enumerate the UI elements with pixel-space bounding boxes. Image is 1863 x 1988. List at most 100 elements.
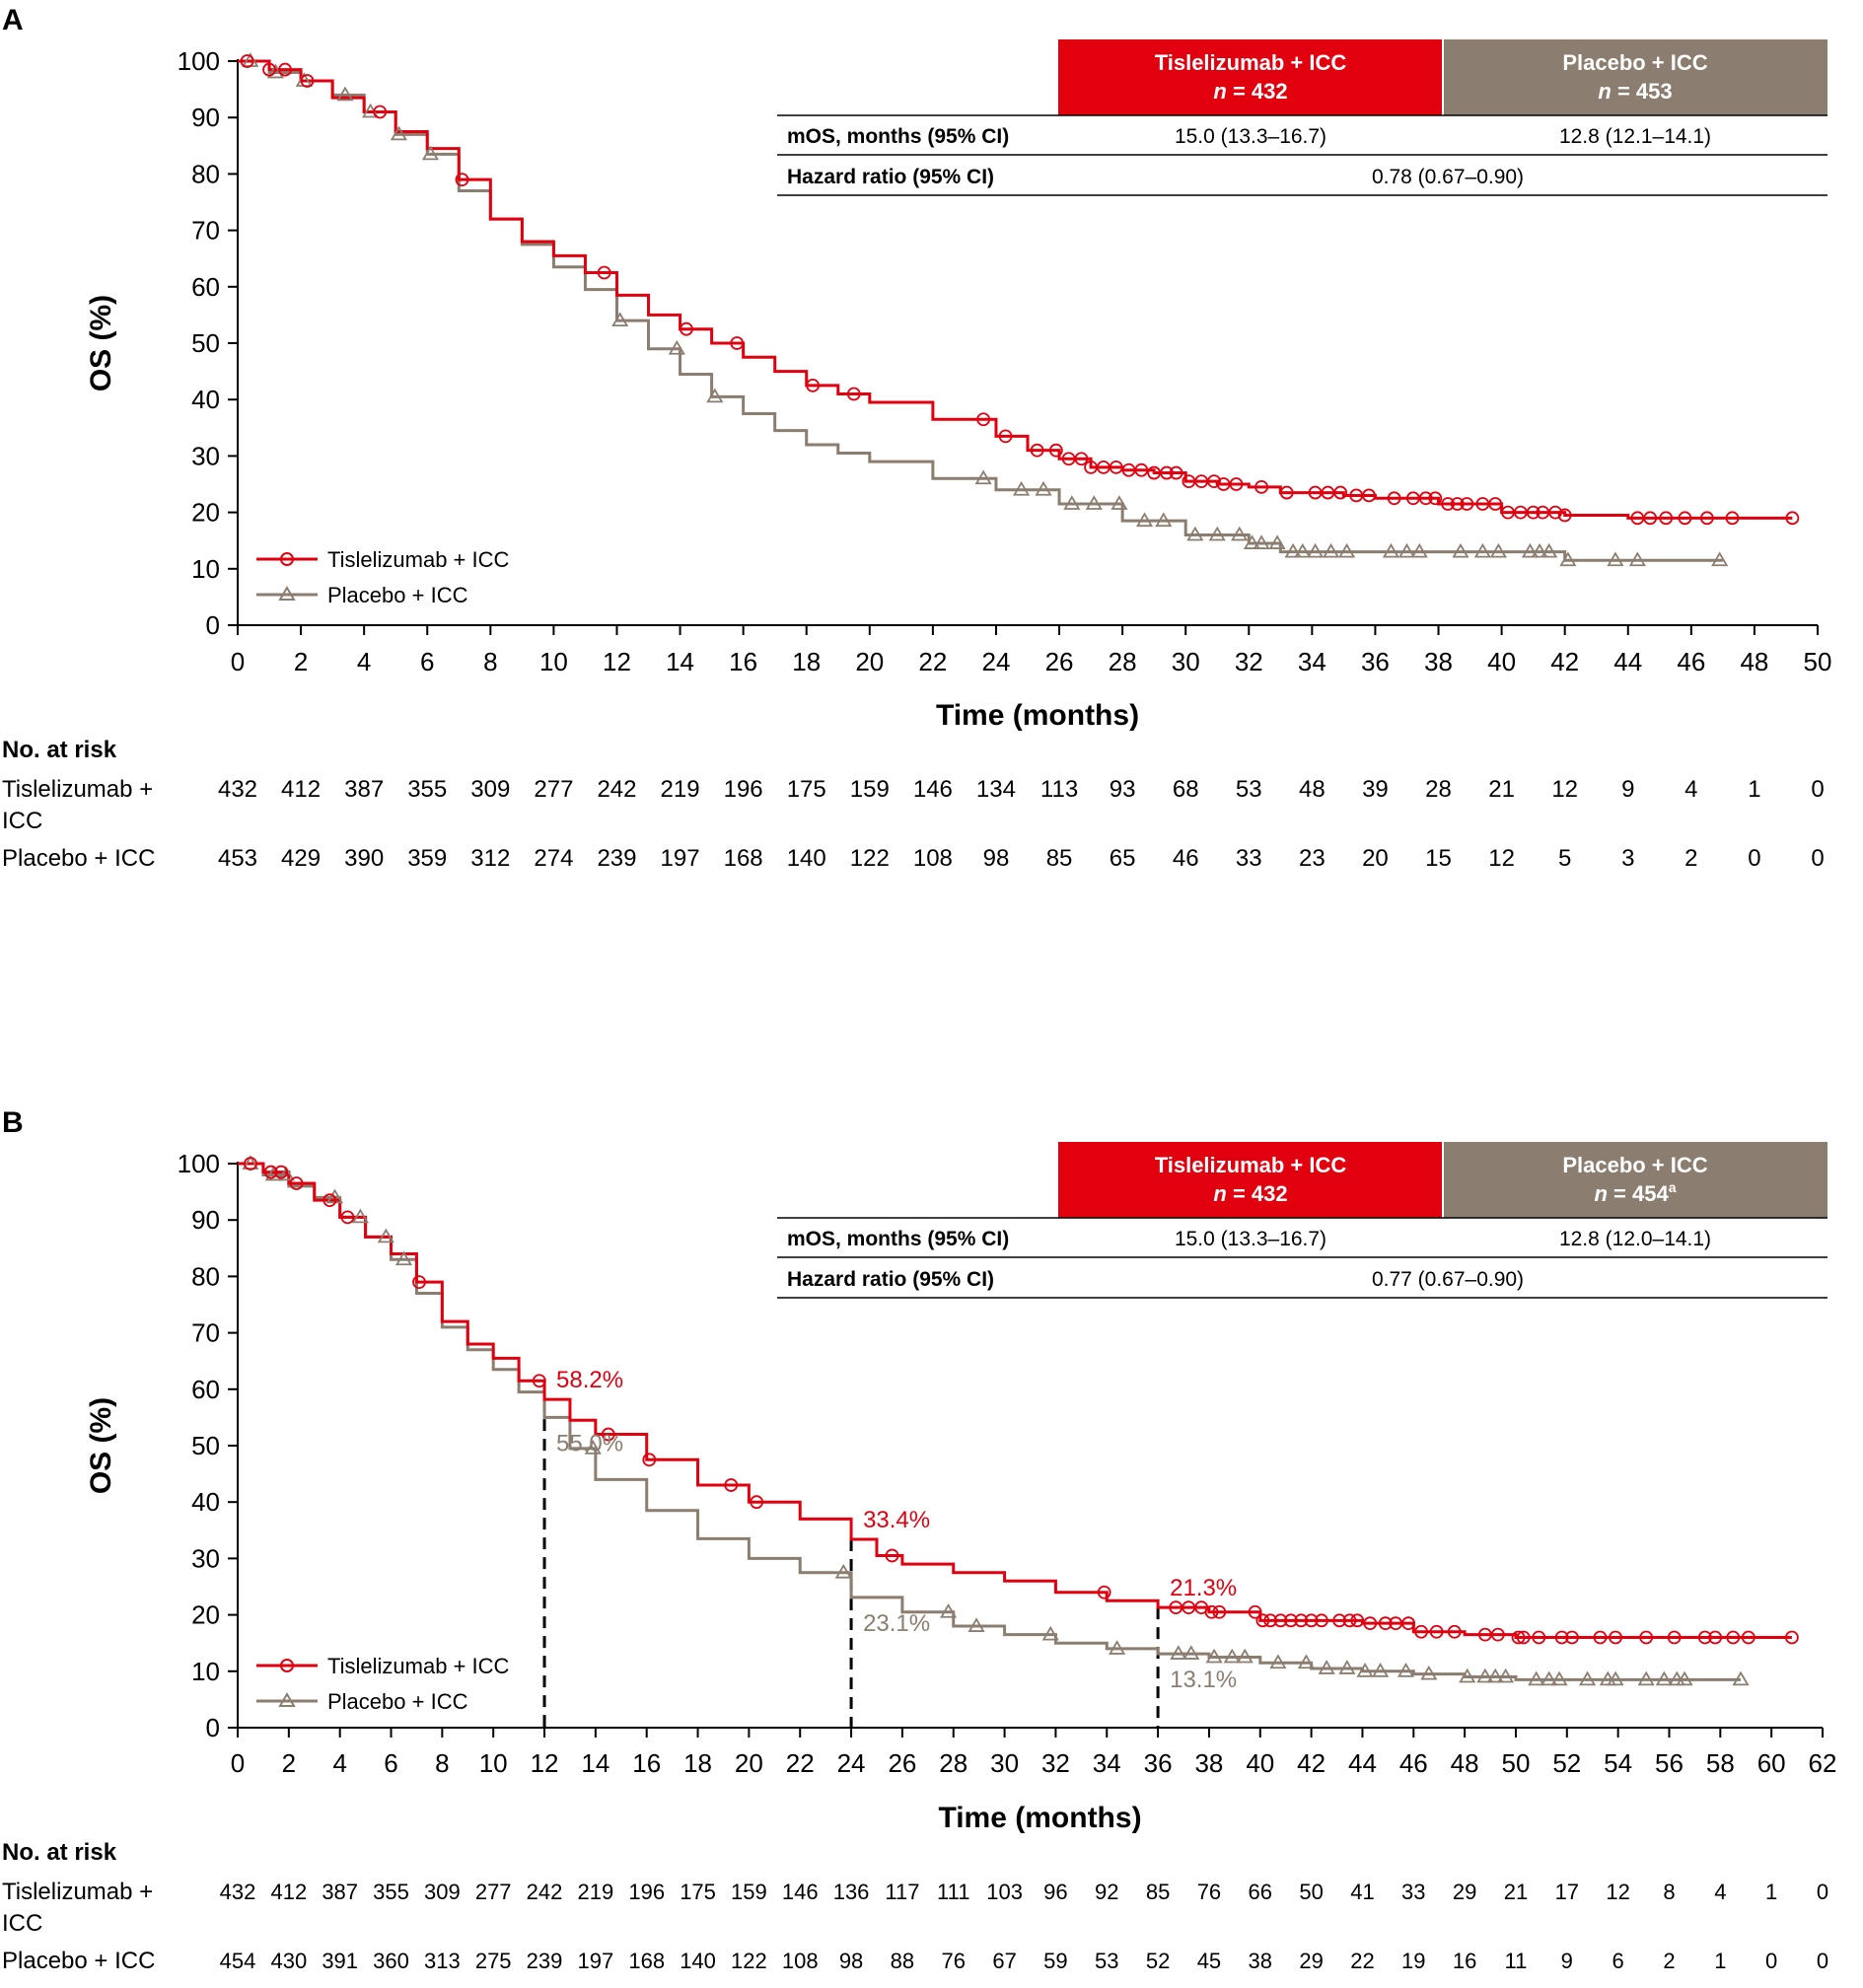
x-tick-label: 34: [1093, 1748, 1121, 1778]
risk-pla-count: 53: [1095, 1949, 1118, 1973]
placebo-censor-marker: [1111, 495, 1128, 510]
mos-tis-value: 15.0 (13.3–16.7): [1175, 1228, 1326, 1250]
placebo-censor-marker: [1397, 1663, 1415, 1677]
legend-tis-marker: [280, 1659, 294, 1672]
risk-pla-count: 3: [1621, 845, 1634, 872]
y-tick-label: 30: [191, 1543, 220, 1573]
tislelizumab-censor-marker: [1708, 1630, 1723, 1645]
tislelizumab-censor-marker: [1565, 1630, 1579, 1645]
tislelizumab-censor-marker: [1182, 1600, 1196, 1615]
risk-pla-count: 1: [1714, 1949, 1726, 1973]
tislelizumab-censor-marker: [1428, 491, 1443, 506]
x-tick-label: 12: [531, 1748, 559, 1778]
risk-tis-count: 12: [1606, 1880, 1629, 1904]
x-tick-label: 42: [1550, 647, 1579, 676]
risk-pla-count: 313: [424, 1949, 461, 1973]
risk-pla-count: 22: [1350, 1949, 1374, 1973]
tislelizumab-censor-marker: [1350, 1613, 1365, 1628]
placebo-censor-marker: [1541, 542, 1558, 558]
risk-tis-count: 412: [270, 1880, 307, 1904]
risk-tis-count: 355: [373, 1880, 409, 1904]
x-tick-label: 50: [1502, 1748, 1531, 1778]
placebo-censor-marker: [834, 1563, 852, 1579]
tis-n-label: n = 432: [1213, 79, 1287, 104]
risk-tis-count: 136: [833, 1880, 870, 1904]
risk-tis-count: 68: [1173, 776, 1199, 803]
x-tick-label: 54: [1604, 1748, 1632, 1778]
risk-pla-count: 15: [1425, 845, 1452, 872]
tislelizumab-censor-marker: [1511, 1630, 1526, 1645]
placebo-censor-marker: [1473, 542, 1491, 558]
tislelizumab-censor-marker: [1254, 479, 1268, 494]
tislelizumab-censor-marker: [274, 1165, 288, 1179]
placebo-censor-marker: [1231, 526, 1249, 541]
placebo-censor-marker: [1410, 542, 1428, 558]
risk-tis-count: 242: [527, 1880, 563, 1904]
panel-b: B Tislelizumab + ICC n = 432 Placebo + I…: [2, 1106, 1836, 1974]
tislelizumab-censor-marker: [1532, 1630, 1546, 1645]
placebo-censor-marker: [1397, 542, 1416, 558]
x-tick-label: 46: [1677, 647, 1705, 676]
risk-pla-count: 98: [983, 845, 1010, 872]
placebo-censor-marker: [1318, 1660, 1335, 1674]
y-tick-label: 90: [191, 103, 220, 132]
tislelizumab-censor-marker: [1273, 1613, 1288, 1628]
tislelizumab-censor-marker: [1229, 477, 1244, 491]
risk-pla-count: 0: [1748, 845, 1760, 872]
pla-n-label: n = 453: [1598, 79, 1672, 104]
tislelizumab-censor-marker: [1074, 452, 1089, 466]
tislelizumab-censor-marker: [1283, 1613, 1298, 1628]
y-tick-label: 10: [191, 554, 220, 584]
y-tick-label: 50: [191, 328, 220, 358]
risk-pla-count: 12: [1488, 845, 1515, 872]
risk-tis-count: 8: [1663, 1880, 1675, 1904]
placebo-censor-marker: [1208, 526, 1226, 541]
x-tick-label: 6: [384, 1748, 397, 1778]
x-tick-label: 18: [683, 1748, 712, 1778]
legend-b: Tislelizumab + ICC Placebo + ICC: [256, 1654, 510, 1714]
risk-tis-label-b: Tislelizumab +: [2, 1879, 153, 1905]
tislelizumab-censor-marker: [750, 1495, 764, 1510]
tislelizumab-censor-marker: [597, 265, 611, 280]
risk-pla-count: 140: [787, 845, 826, 872]
tislelizumab-censor-marker: [1207, 474, 1221, 489]
x-tick-label: 60: [1757, 1748, 1786, 1778]
mos-label: mOS, months (95% CI): [787, 125, 1009, 148]
placebo-censor-marker: [1284, 542, 1302, 558]
tislelizumab-censor-marker: [262, 62, 276, 77]
placebo-censor-marker: [1338, 542, 1356, 558]
risk-tis-count: 28: [1425, 776, 1452, 803]
risk-pla-count: 359: [407, 845, 447, 872]
placebo-censor-marker: [1063, 495, 1081, 510]
tislelizumab-censor-marker: [846, 387, 861, 401]
placebo-censor-marker: [967, 1617, 985, 1632]
mos-pla-value: 12.8 (12.0–14.1): [1559, 1228, 1711, 1250]
placebo-censor-marker: [1223, 1648, 1241, 1664]
milestone-pla-label: 55.0%: [556, 1430, 623, 1456]
placebo-censor-marker: [1155, 512, 1173, 528]
tislelizumab-censor-marker: [1643, 511, 1658, 526]
risk-title-a: No. at risk: [2, 737, 117, 763]
x-tick-label: 40: [1487, 647, 1516, 676]
x-tick-label: 32: [1235, 647, 1263, 676]
x-tick-label: 8: [483, 647, 497, 676]
tislelizumab-censor-marker: [373, 105, 388, 119]
x-tick-label: 30: [990, 1748, 1019, 1778]
placebo-censor-marker: [1531, 542, 1548, 558]
risk-tis-count: 0: [1817, 1880, 1828, 1904]
risk-pla-count: 2: [1684, 845, 1697, 872]
placebo-censor-marker: [1497, 1668, 1515, 1683]
hr-value: 0.77 (0.67–0.90): [1372, 1268, 1524, 1291]
placebo-censor-marker: [584, 1440, 602, 1455]
x-tick-label: 52: [1552, 1748, 1581, 1778]
placebo-censor-marker: [1486, 1668, 1504, 1683]
risk-tis-count: 111: [937, 1880, 969, 1904]
risk-pla-count: 20: [1362, 845, 1389, 872]
risk-tis-count: 92: [1095, 1880, 1118, 1904]
tislelizumab-curve: [238, 59, 1793, 520]
risk-pla-count: 391: [322, 1949, 358, 1973]
x-tick-label: 44: [1348, 1748, 1377, 1778]
x-tick-label: 62: [1809, 1748, 1837, 1778]
x-tick-label: 44: [1613, 647, 1642, 676]
x-tick-label: 40: [1246, 1748, 1274, 1778]
